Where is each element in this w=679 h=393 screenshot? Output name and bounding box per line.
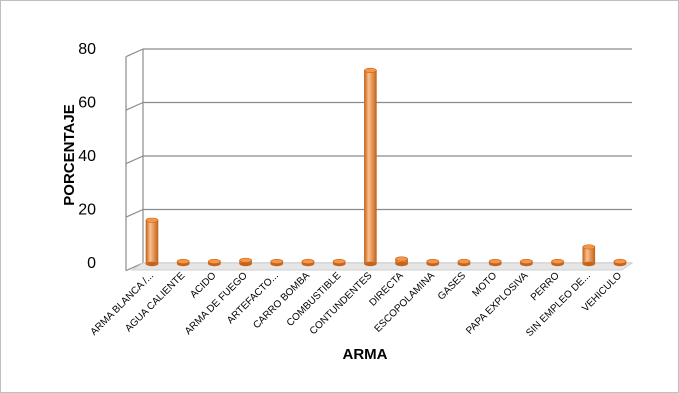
y-tick-label: 80 <box>78 41 96 58</box>
y-tick-label: 20 <box>78 202 96 219</box>
bar <box>613 258 627 267</box>
bar <box>488 258 502 267</box>
y-axis-title: PORCENTAJE <box>61 104 78 205</box>
x-axis-title: ARMA <box>343 346 388 363</box>
bar <box>457 258 471 267</box>
bar <box>208 258 221 267</box>
gridline-depth <box>125 155 144 165</box>
x-tick-label: GASES <box>436 270 468 302</box>
y-tick-label: 0 <box>87 255 96 272</box>
x-tick-label: COMBUSTIBLE <box>285 270 344 329</box>
x-tick-label: PAPA EXPLOSIVA <box>464 270 531 337</box>
bars <box>145 67 627 267</box>
x-tick-label: ACIDO <box>188 270 218 300</box>
bar <box>395 256 408 267</box>
gridline-depth <box>125 48 144 58</box>
x-tick-label: CARRO BOMBA <box>251 270 312 331</box>
bar <box>176 258 190 267</box>
bar <box>332 258 346 267</box>
gridline-depth <box>125 101 144 111</box>
bar <box>145 217 159 267</box>
bar <box>520 258 533 267</box>
x-tick-label: MOTO <box>470 270 499 299</box>
bar <box>239 257 252 267</box>
bar <box>582 244 596 267</box>
x-tick-label: ESCOPOLAMINA <box>373 270 438 335</box>
x-tick-label: AGUA CALIENTE <box>123 270 187 334</box>
gridlines <box>125 48 632 272</box>
bar <box>551 258 564 267</box>
bar <box>364 67 377 267</box>
y-tick-labels: 0 20 40 60 80 <box>78 41 96 272</box>
bar <box>301 258 315 267</box>
gridline-depth <box>125 208 144 218</box>
bar <box>426 258 440 267</box>
y-tick-label: 40 <box>78 148 96 165</box>
bar <box>270 258 284 267</box>
y-tick-label: 60 <box>78 95 96 112</box>
